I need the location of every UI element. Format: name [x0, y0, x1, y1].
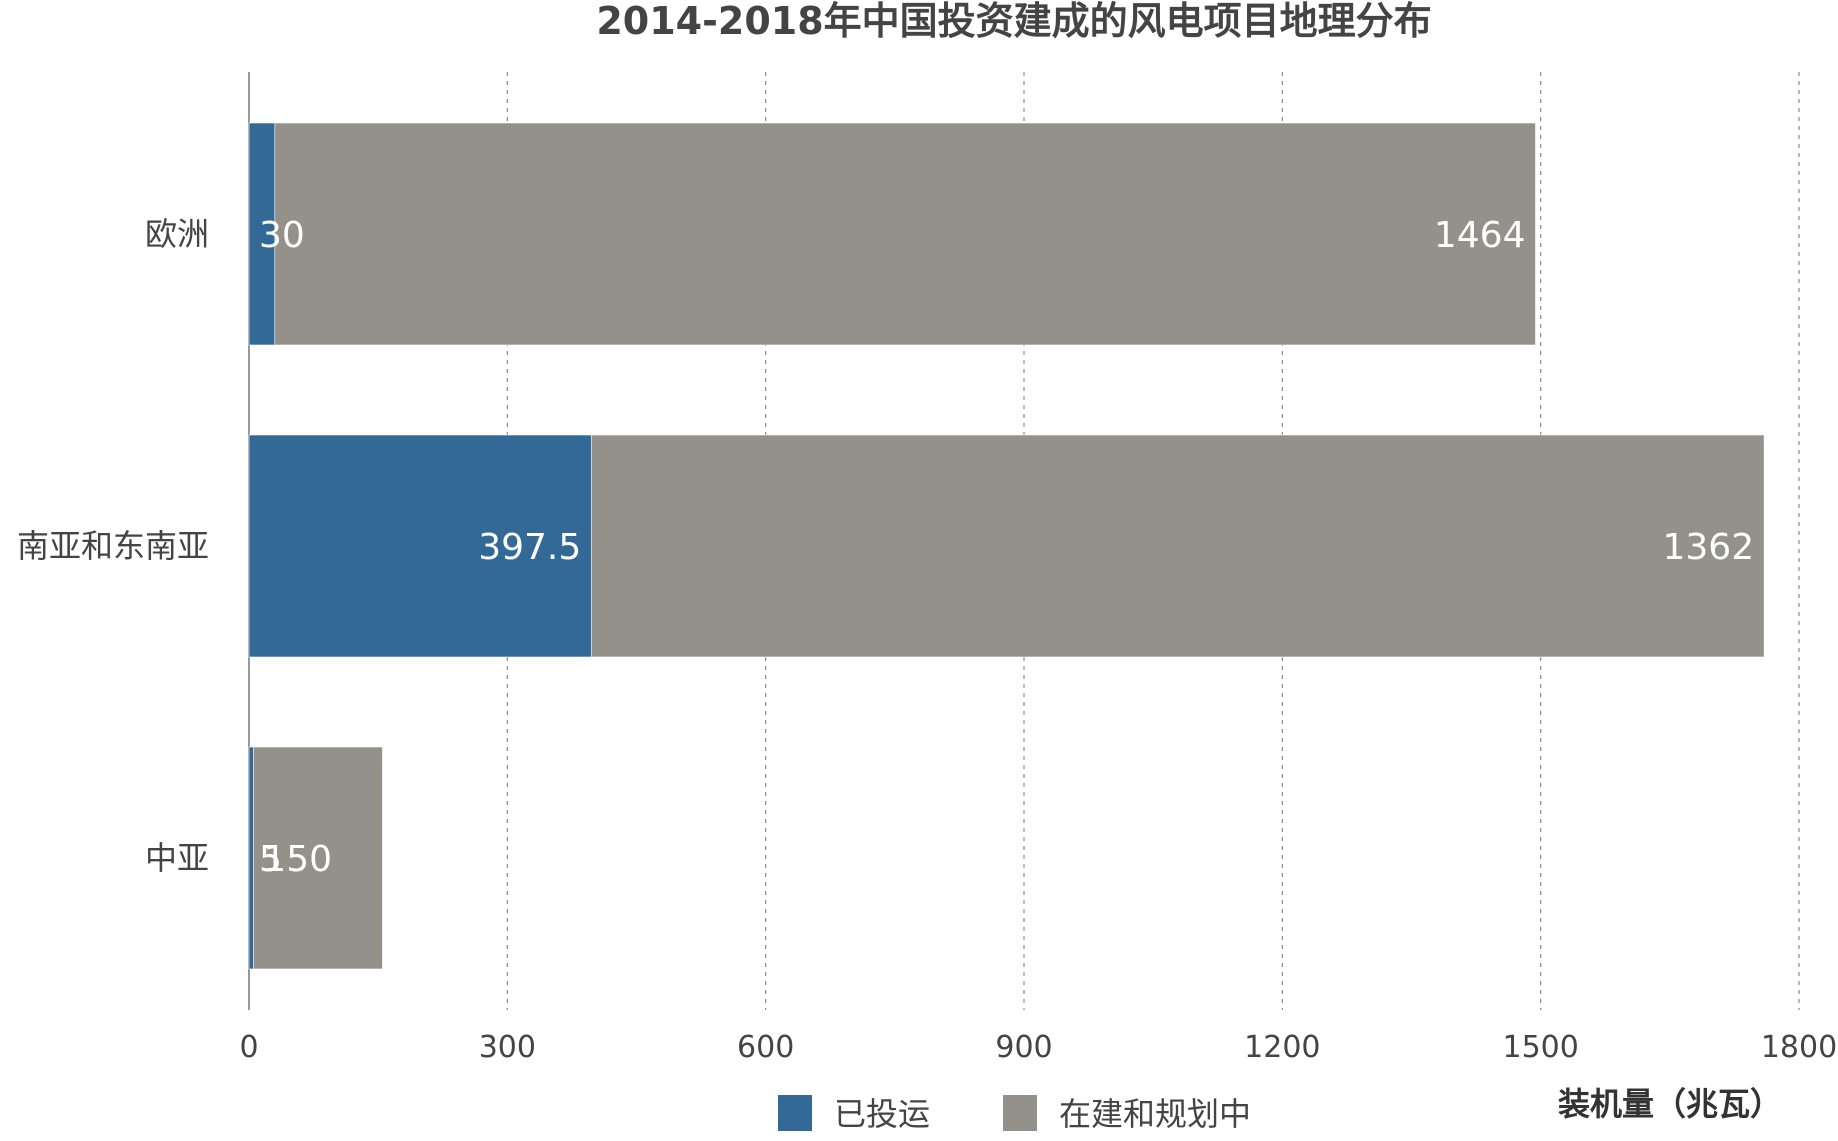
data-label-0-series-0: 30 — [259, 215, 305, 256]
legend-label-1: 在建和规划中 — [1059, 1095, 1251, 1133]
x-tick-label-600: 600 — [737, 1030, 794, 1065]
data-label-0-series-1: 1464 — [1434, 215, 1526, 256]
data-label-2-series-1: 150 — [263, 839, 332, 880]
bars — [248, 122, 1765, 970]
legend-swatch-0 — [778, 1095, 812, 1131]
data-label-1-series-0: 397.5 — [478, 527, 581, 568]
bar-2-series-0 — [248, 746, 254, 970]
x-tick-label-300: 300 — [479, 1030, 536, 1065]
bar-0-series-1 — [274, 122, 1536, 346]
bar-1-series-1 — [590, 434, 1765, 658]
legend: 已投运 在建和规划中 — [778, 1095, 1251, 1133]
x-tick-label-1500: 1500 — [1502, 1030, 1578, 1065]
bar-1-series-0 — [248, 434, 592, 658]
data-label-1-series-1: 1362 — [1663, 527, 1755, 568]
bar-0-series-0 — [248, 122, 276, 346]
legend-swatch-1 — [1003, 1095, 1037, 1131]
category-label-2: 中亚 — [145, 839, 209, 877]
data-label-2-series-0: 5 — [259, 839, 282, 880]
legend-label-0: 已投运 — [834, 1095, 930, 1133]
x-tick-label-900: 900 — [995, 1030, 1052, 1065]
category-label-0: 欧洲 — [145, 215, 209, 253]
x-tick-label-0: 0 — [239, 1030, 258, 1065]
bar-2-series-1 — [253, 746, 383, 970]
category-label-1: 南亚和东南亚 — [17, 527, 209, 565]
tick-labels: 0 300 600 900 1200 1500 1800 — [239, 1030, 1837, 1065]
chart-title: 2014-2018年中国投资建成的风电项目地理分布 — [596, 0, 1431, 43]
x-tick-label-1200: 1200 — [1244, 1030, 1320, 1065]
x-tick-label-1800: 1800 — [1761, 1030, 1837, 1065]
x-axis-title: 装机量（兆瓦） — [1558, 1085, 1782, 1123]
